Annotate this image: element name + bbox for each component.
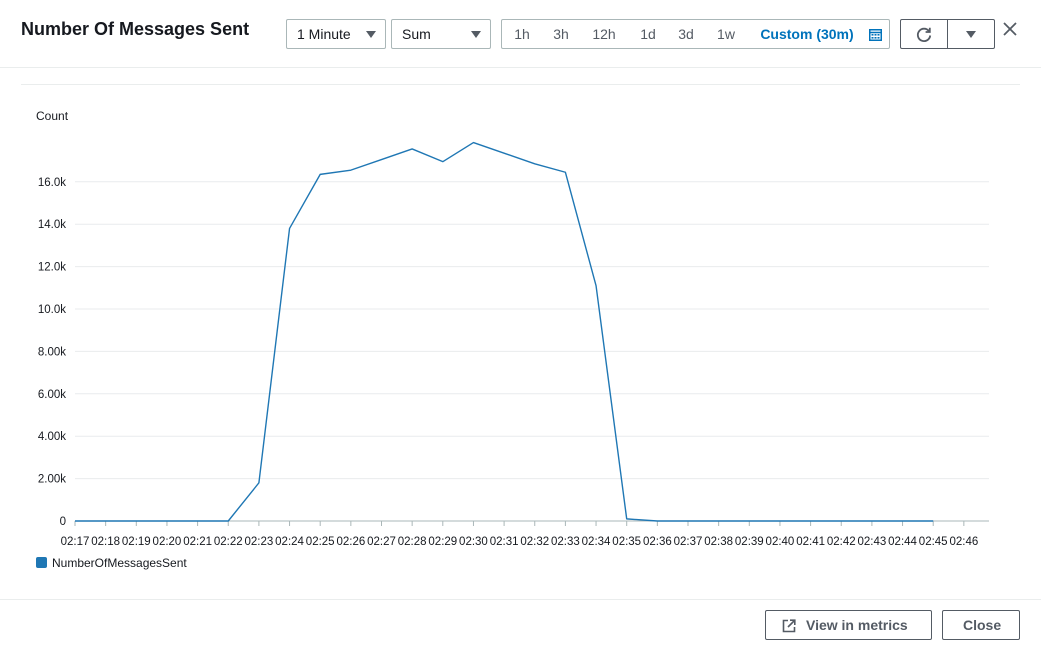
y-tick-label: 12.0k <box>38 262 66 274</box>
caret-down-icon <box>366 31 376 38</box>
range-1d[interactable]: 1d <box>640 26 656 42</box>
period-select[interactable]: 1 Minute <box>286 19 386 49</box>
range-3d[interactable]: 3d <box>678 26 694 42</box>
divider <box>21 84 1020 85</box>
external-link-icon <box>782 619 796 633</box>
statistic-select-value: Sum <box>402 26 431 42</box>
x-tick-label: 02:45 <box>919 536 948 548</box>
x-tick-label: 02:33 <box>551 536 580 548</box>
time-range-selector: 1h 3h 12h 1d 3d 1w Custom (30m) <box>501 19 890 49</box>
y-tick-label: 6.00k <box>38 389 66 401</box>
modal-footer: View in metrics Close <box>0 599 1041 651</box>
modal-title: Number Of Messages Sent <box>21 19 250 39</box>
x-tick-label: 02:44 <box>888 536 917 548</box>
view-in-metrics-button[interactable]: View in metrics <box>765 610 932 640</box>
x-tick-label: 02:46 <box>949 536 978 548</box>
x-tick-label: 02:41 <box>796 536 825 548</box>
range-3h[interactable]: 3h <box>553 26 569 42</box>
x-tick-label: 02:40 <box>766 536 795 548</box>
legend-swatch <box>36 557 47 568</box>
x-tick-label: 02:42 <box>827 536 856 548</box>
x-tick-label: 02:37 <box>674 536 703 548</box>
y-tick-label: 14.0k <box>38 219 66 231</box>
caret-down-icon <box>966 31 976 38</box>
x-tick-label: 02:29 <box>428 536 457 548</box>
y-tick-label: 10.0k <box>38 304 66 316</box>
statistic-select[interactable]: Sum <box>391 19 491 49</box>
x-tick-label: 02:38 <box>704 536 733 548</box>
x-tick-label: 02:34 <box>582 536 611 548</box>
refresh-button[interactable] <box>900 19 948 49</box>
calendar-icon[interactable] <box>869 28 882 41</box>
x-tick-label: 02:31 <box>490 536 519 548</box>
x-tick-label: 02:24 <box>275 536 304 548</box>
close-button[interactable]: Close <box>942 610 1020 640</box>
y-tick-label: 4.00k <box>38 431 66 443</box>
y-tick-label: 16.0k <box>38 177 66 189</box>
series-line <box>75 141 934 522</box>
x-tick-label: 02:20 <box>153 536 182 548</box>
modal-header: Number Of Messages Sent 1 Minute Sum 1h … <box>0 0 1041 68</box>
range-custom[interactable]: Custom (30m) <box>760 26 854 42</box>
x-tick-label: 02:36 <box>643 536 672 548</box>
x-tick-label: 02:32 <box>520 536 549 548</box>
chart-area: Count 0 2.00k 4.00k 6.00k 8.00k 10.0k 12.0k 14.… <box>0 69 1041 599</box>
y-tick-label: 0 <box>60 516 66 528</box>
range-1h[interactable]: 1h <box>514 26 530 42</box>
x-tick-label: 02:28 <box>398 536 427 548</box>
line-chart: Count 0 2.00k 4.00k 6.00k 8.00k 10.0k 12.0k 14.… <box>36 109 989 570</box>
x-tick-label: 02:39 <box>735 536 764 548</box>
x-tick-label: 02:25 <box>306 536 335 548</box>
range-1w[interactable]: 1w <box>717 26 735 42</box>
y-axis-label: Count <box>36 109 69 123</box>
view-in-metrics-label: View in metrics <box>806 617 908 633</box>
actions-dropdown-button[interactable] <box>947 19 995 49</box>
caret-down-icon <box>471 31 481 38</box>
period-select-value: 1 Minute <box>297 26 351 42</box>
x-tick-label: 02:26 <box>336 536 365 548</box>
x-tick-label: 02:43 <box>858 536 887 548</box>
legend-label[interactable]: NumberOfMessagesSent <box>52 556 187 570</box>
x-tick-label: 02:17 <box>61 536 90 548</box>
x-tick-label: 02:22 <box>214 536 243 548</box>
close-icon[interactable] <box>1000 19 1020 39</box>
x-tick-label: 02:27 <box>367 536 396 548</box>
y-tick-label: 8.00k <box>38 346 66 358</box>
x-tick-label: 02:35 <box>612 536 641 548</box>
close-button-label: Close <box>963 617 1002 633</box>
y-tick-label: 2.00k <box>38 474 66 486</box>
x-tick-label: 02:30 <box>459 536 488 548</box>
x-tick-label: 02:23 <box>245 536 274 548</box>
x-tick-label: 02:19 <box>122 536 151 548</box>
x-tick-label: 02:18 <box>91 536 120 548</box>
refresh-icon <box>916 27 932 42</box>
range-12h[interactable]: 12h <box>592 26 616 42</box>
x-tick-label: 02:21 <box>183 536 212 548</box>
